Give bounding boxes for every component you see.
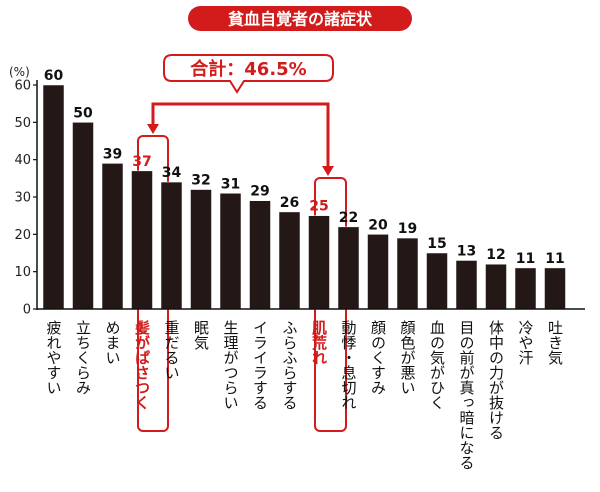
bar bbox=[308, 215, 330, 310]
value-label: 31 bbox=[221, 176, 240, 192]
value-labels: 60 50 39 37 34 32 31 29 26 25 22 20 19 15 13 12 11 11 bbox=[44, 68, 565, 267]
callout-bubble bbox=[163, 54, 334, 94]
category-label: 動悸・息切れ bbox=[340, 320, 358, 410]
category-label: 髪がぱさつく bbox=[133, 319, 151, 410]
bar bbox=[485, 263, 507, 310]
y-tick-label: 0 bbox=[23, 303, 31, 318]
value-label: 11 bbox=[516, 251, 535, 267]
value-label: 39 bbox=[103, 146, 122, 162]
category-label: めまい bbox=[104, 320, 122, 365]
value-label: 25 bbox=[309, 199, 328, 215]
value-label: 60 bbox=[44, 68, 64, 84]
y-tick-label: 60 bbox=[14, 79, 31, 94]
y-axis-ticks: 0 10 20 30 40 50 60 bbox=[14, 79, 37, 318]
connector-arrowhead-left bbox=[147, 124, 159, 134]
chart-title-text: 貧血自覚者の諸症状 bbox=[228, 10, 373, 29]
value-label: 26 bbox=[280, 195, 299, 211]
value-label: 12 bbox=[486, 247, 505, 263]
value-label: 34 bbox=[162, 165, 182, 181]
value-label: 50 bbox=[73, 105, 93, 121]
bar bbox=[337, 226, 360, 310]
bar bbox=[72, 122, 94, 310]
category-label: 冷や汗 bbox=[517, 320, 535, 365]
connector-line bbox=[151, 102, 330, 168]
category-label: 顔色が悪い bbox=[399, 320, 417, 395]
connector-arrowhead-right bbox=[322, 166, 334, 176]
value-label: 20 bbox=[368, 217, 388, 233]
category-label: 吐き気 bbox=[546, 320, 564, 366]
category-label: 肌荒れ bbox=[310, 320, 328, 365]
category-label: 顔のくすみ bbox=[369, 320, 387, 395]
bar bbox=[101, 163, 124, 310]
bar bbox=[219, 193, 242, 310]
category-label: 眠気 bbox=[192, 320, 210, 351]
category-label: ふらふらする bbox=[281, 320, 299, 410]
bar bbox=[514, 267, 537, 310]
bar bbox=[455, 260, 478, 310]
total-annotation: 合計：46.5% bbox=[190, 58, 306, 80]
y-tick-label: 10 bbox=[14, 265, 31, 280]
category-label: イライラする bbox=[251, 320, 269, 410]
value-label: 22 bbox=[339, 210, 358, 226]
y-tick-label: 20 bbox=[14, 228, 31, 243]
total-callout: 合計：46.5% bbox=[163, 54, 334, 94]
y-tick-label: 30 bbox=[14, 191, 31, 206]
category-label: 疲れやすい bbox=[45, 320, 63, 395]
bar bbox=[367, 234, 389, 310]
bars bbox=[42, 84, 566, 310]
bar bbox=[249, 200, 271, 310]
category-label: 血の気がひく bbox=[428, 320, 446, 410]
value-label: 11 bbox=[545, 251, 564, 267]
bar bbox=[190, 189, 212, 310]
chart-title: 貧血自覚者の諸症状 bbox=[188, 6, 412, 31]
category-labels: 疲れやすい 立ちくらみ めまい 髪がぱさつく 重だるい 眠気 生理がつらい イライラする ふらふ… bbox=[45, 319, 565, 470]
bar bbox=[278, 211, 301, 310]
category-label: 立ちくらみ bbox=[74, 320, 92, 395]
bar bbox=[426, 252, 448, 310]
chart-title-background bbox=[188, 6, 412, 31]
value-label: 32 bbox=[191, 173, 210, 189]
value-label: 19 bbox=[398, 221, 417, 237]
bar bbox=[544, 267, 566, 310]
category-label: 目の前が真っ暗になる bbox=[458, 320, 476, 470]
value-label: 13 bbox=[457, 243, 476, 259]
y-axis-unit: (%) bbox=[9, 65, 30, 79]
category-label: 体中の力が抜ける bbox=[487, 320, 505, 440]
value-label: 37 bbox=[132, 154, 151, 170]
value-label: 15 bbox=[427, 236, 446, 252]
value-label: 29 bbox=[250, 184, 269, 200]
y-tick-label: 50 bbox=[14, 116, 31, 131]
highlight-connector bbox=[151, 102, 330, 168]
category-label: 生理がつらい bbox=[222, 320, 240, 410]
bar bbox=[131, 170, 153, 310]
category-label: 重だるい bbox=[163, 320, 181, 380]
bar bbox=[42, 84, 65, 310]
y-tick-label: 40 bbox=[14, 153, 31, 168]
bar bbox=[396, 237, 419, 310]
bar bbox=[160, 181, 183, 310]
